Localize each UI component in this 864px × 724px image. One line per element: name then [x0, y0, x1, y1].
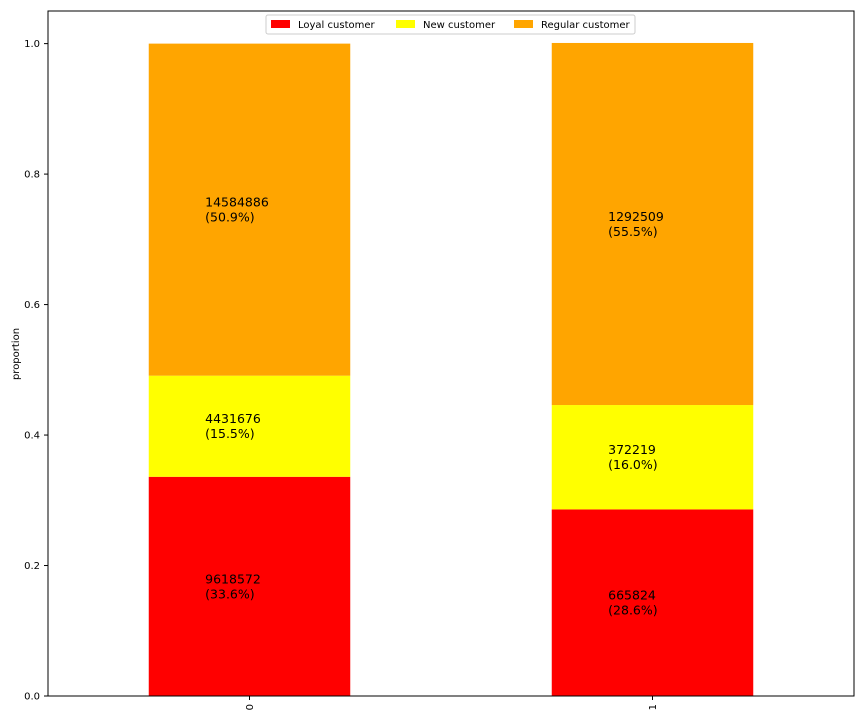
legend-swatch: [271, 20, 290, 28]
bar-value-label: 1292509 (55.5%): [608, 209, 664, 239]
plot-frame: [47, 10, 855, 697]
legend-label: New customer: [423, 20, 496, 31]
legend-swatch: [514, 20, 533, 28]
bar-value-label: 14584886 (50.9%): [205, 195, 269, 225]
bar-segment-new-customer-1: [551, 405, 754, 510]
bar-segment-loyal-customer-0: [148, 476, 351, 696]
y-tick-label: 0.8: [24, 170, 40, 181]
legend-box: [265, 14, 636, 35]
y-tick-label: 0.0: [24, 692, 40, 703]
bar-segment-regular-customer-1: [551, 42, 754, 406]
y-tick-label: 0.4: [24, 431, 40, 442]
x-tick-label: 0: [245, 704, 256, 710]
bar-value-label: 665824 (28.6%): [608, 588, 657, 618]
y-axis: 0.0 0.2 0.4 0.6 0.8 1.0: [24, 39, 48, 703]
bars-layer: [148, 42, 754, 696]
legend-label: Regular customer: [541, 20, 631, 31]
y-tick-label: 0.2: [24, 561, 40, 572]
y-axis-label: proportion: [11, 328, 22, 380]
legend-swatch: [396, 20, 415, 28]
bar-segment-new-customer-0: [148, 375, 351, 477]
y-tick-label: 0.6: [24, 300, 40, 311]
legend: Loyal customer New customer Regular custom…: [265, 14, 636, 35]
bar-value-label: 4431676 (15.5%): [205, 411, 261, 441]
bar-labels-layer: 9618572 (33.6%) 4431676 (15.5%) 14584886 (50.…: [205, 195, 664, 618]
bar-segment-regular-customer-0: [148, 43, 351, 376]
legend-label: Loyal customer: [298, 20, 375, 31]
y-tick-label: 1.0: [24, 39, 40, 50]
bar-value-label: 372219 (16.0%): [608, 442, 657, 472]
bar-segment-loyal-customer-1: [551, 509, 754, 696]
x-tick-label: 1: [648, 704, 659, 710]
bar-value-label: 9618572 (33.6%): [205, 571, 261, 601]
